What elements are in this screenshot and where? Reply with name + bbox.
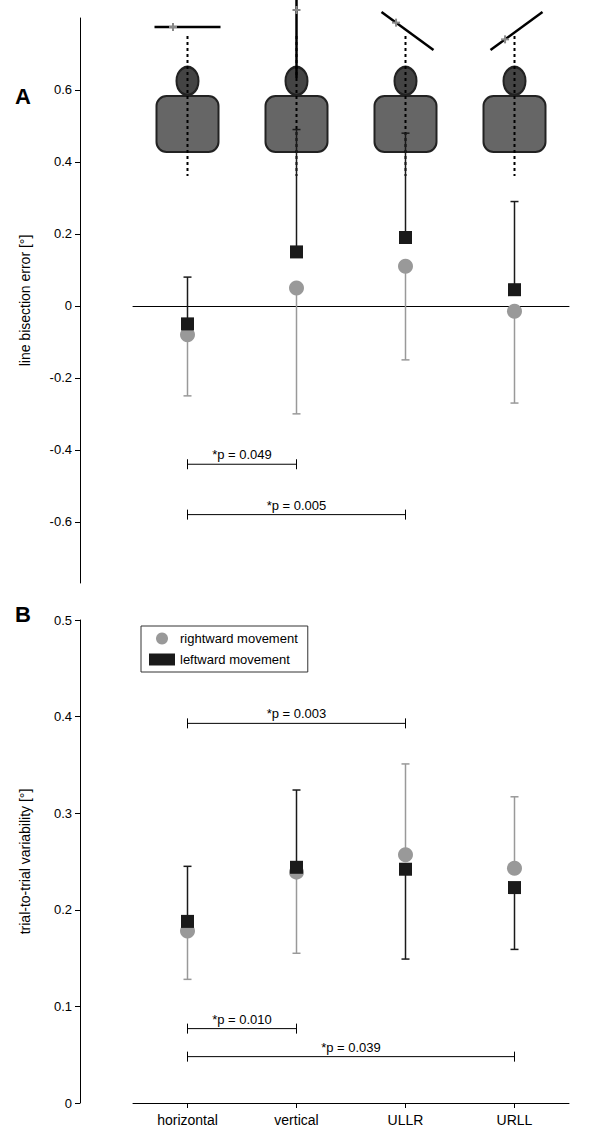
svg-text:A: A (15, 84, 31, 109)
svg-text:horizontal: horizontal (157, 1112, 218, 1128)
svg-text:*p = 0.003: *p = 0.003 (267, 706, 327, 721)
svg-text:rightward movement: rightward movement (180, 631, 298, 646)
svg-text:0: 0 (65, 1096, 72, 1111)
svg-text:-0.4: -0.4 (50, 442, 72, 457)
svg-text:*p = 0.049: *p = 0.049 (212, 447, 272, 462)
svg-text:vertical: vertical (274, 1112, 318, 1128)
svg-text:0.2: 0.2 (54, 902, 72, 917)
svg-text:B: B (15, 602, 31, 627)
svg-text:URLL: URLL (497, 1112, 533, 1128)
svg-text:*p = 0.010: *p = 0.010 (212, 1012, 272, 1027)
svg-text:0.5: 0.5 (54, 613, 72, 628)
svg-text:ULLR: ULLR (388, 1112, 424, 1128)
svg-text:*p = 0.039: *p = 0.039 (321, 1040, 381, 1055)
svg-text:0: 0 (65, 298, 72, 313)
svg-text:*p = 0.005: *p = 0.005 (267, 498, 327, 513)
svg-text:0.4: 0.4 (54, 154, 72, 169)
svg-text:0.1: 0.1 (54, 999, 72, 1014)
svg-text:-0.2: -0.2 (50, 370, 72, 385)
svg-text:0.4: 0.4 (54, 709, 72, 724)
svg-text:0.2: 0.2 (54, 226, 72, 241)
svg-text:trial-to-trial variability [°]: trial-to-trial variability [°] (17, 789, 33, 935)
svg-text:0.6: 0.6 (54, 82, 72, 97)
svg-text:line bisection error [°]: line bisection error [°] (17, 235, 33, 367)
svg-text:leftward movement: leftward movement (180, 652, 290, 667)
svg-text:0.3: 0.3 (54, 806, 72, 821)
svg-text:-0.6: -0.6 (50, 514, 72, 529)
